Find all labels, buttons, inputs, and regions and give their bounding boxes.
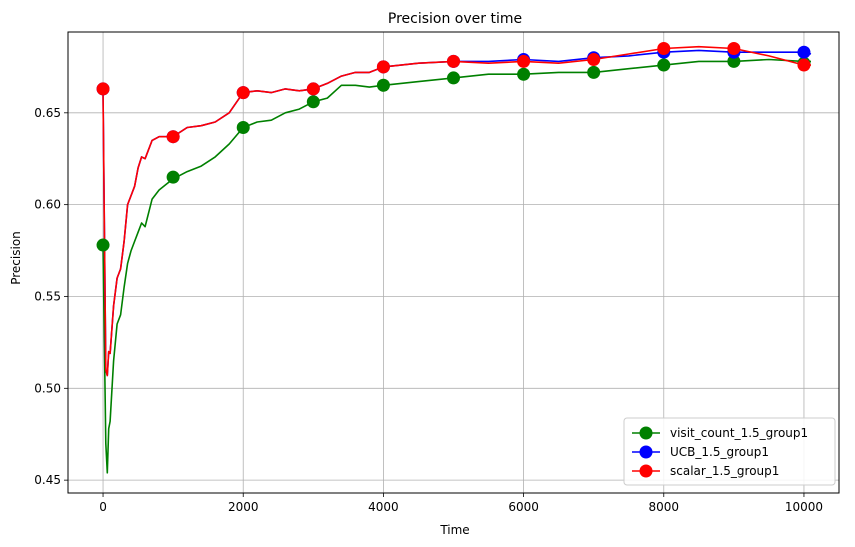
y-axis: 0.45 0.50 0.55 0.60 0.65 [34,106,68,487]
series-marker-2 [166,130,180,144]
series-marker-2 [797,58,811,72]
series-marker-0 [236,121,250,135]
x-tick-label: 2000 [228,500,259,514]
legend-box [623,417,836,486]
series-marker-2 [306,82,320,96]
series-marker-0 [96,238,110,252]
y-tick-label: 0.55 [34,289,61,303]
y-tick-label: 0.60 [34,198,61,212]
series-marker-2 [447,54,460,68]
x-axis-label: Time [439,523,469,537]
y-tick-label: 0.45 [34,473,61,487]
y-tick-label: 0.50 [34,381,61,395]
legend-marker-1 [639,445,653,459]
legend: visit_count_1.5_group1 UCB_1.5_group1scal… [623,417,836,486]
legend-label-0: visit_count_1.5_group1 [670,426,808,440]
legend-label-2: scalar_1.5_group1 [670,464,779,478]
series-marker-0 [306,95,320,109]
series-marker-2 [587,53,601,67]
series-marker-0 [587,65,601,79]
series-marker-0 [727,54,741,68]
x-tick-label: 4000 [368,500,399,514]
series-marker-2 [236,86,250,100]
x-tick-label: 8000 [648,500,679,514]
series-marker-2 [96,82,110,96]
series-marker-2 [517,54,531,68]
x-tick-label: 0 [99,500,107,514]
x-axis: 0 2000 4000 6000 8000 10000 [99,493,823,514]
series-marker-2 [727,42,741,56]
legend-label-1: UCB_1.5_group1 [670,445,769,459]
series-marker-0 [447,71,460,85]
y-tick-label: 0.65 [34,106,61,120]
series-marker-0 [517,67,531,81]
legend-marker-2 [639,464,653,478]
x-tick-label: 10000 [785,500,823,514]
x-tick-label: 6000 [508,500,539,514]
chart-title: Precision over time [388,11,522,27]
series-marker-2 [376,60,390,74]
series-marker-0 [376,78,390,92]
series-marker-1 [797,45,811,59]
plot-area [67,31,840,494]
series-marker-0 [657,58,671,72]
series-marker-2 [657,42,671,56]
y-axis-label: Precision [9,231,23,285]
legend-marker-0 [639,426,653,440]
series-marker-0 [166,170,180,184]
series-markers [96,42,811,252]
